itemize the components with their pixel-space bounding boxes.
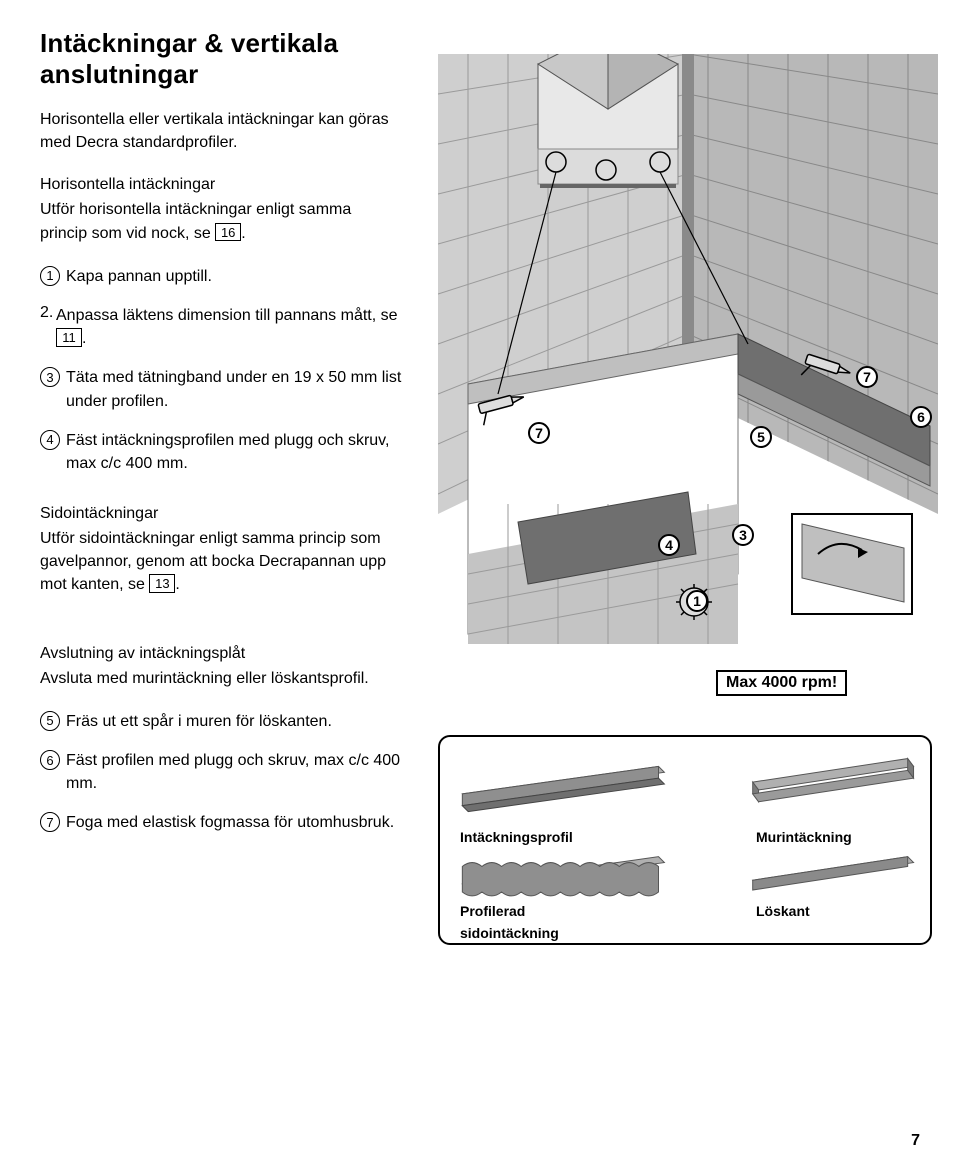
section-2-subhead: Sidointäckningar [40, 505, 470, 523]
callout-7a: 7 [528, 422, 550, 444]
step-6-text: Fäst profilen med plugg och skruv, max c… [66, 749, 420, 795]
section-3-subhead: Avslutning av intäckningsplåt [40, 645, 470, 663]
callout-1: 1 [686, 590, 708, 612]
step-marker-1: 1 [40, 266, 60, 286]
callout-5: 5 [750, 426, 772, 448]
step-marker-4: 4 [40, 430, 60, 450]
page-title: Intäckningar & vertikala anslutningar [40, 28, 470, 90]
step-2: 2. Anpassa läktens dimension till pannan… [40, 304, 420, 350]
step-5-text: Fräs ut ett spår i muren för löskanten. [66, 710, 332, 733]
label-loskant: Löskant [756, 903, 810, 919]
profiles-legend: Intäckningsprofil Murintäckning Profiler… [438, 735, 932, 945]
section-2-para-after: . [175, 576, 179, 593]
step-5: 5 Fräs ut ett spår i muren för löskanten… [40, 710, 420, 733]
callout-4: 4 [658, 534, 680, 556]
section-3-para: Avsluta med murintäckning eller löskants… [40, 667, 400, 690]
section-1-para: Utför horisontella intäckningar enligt s… [40, 198, 400, 244]
step-1-text: Kapa pannan upptill. [66, 265, 212, 288]
step-marker-3: 3 [40, 367, 60, 387]
step-4-text: Fäst intäckningsprofilen med plugg och s… [66, 429, 420, 475]
box-ref-13: 13 [149, 574, 175, 593]
step-1: 1 Kapa pannan upptill. [40, 265, 420, 288]
callout-7b: 7 [856, 366, 878, 388]
step-3: 3 Täta med tätningband under en 19 x 50 … [40, 366, 420, 412]
page-number: 7 [911, 1132, 920, 1150]
section-1-subhead: Horisontella intäckningar [40, 176, 470, 194]
step-7: 7 Foga med elastisk fogmassa för utomhus… [40, 811, 420, 834]
step-marker-7: 7 [40, 812, 60, 832]
callout-3: 3 [732, 524, 754, 546]
section-1-para-text: Utför horisontella intäckningar enligt s… [40, 201, 351, 241]
box-ref-16: 16 [215, 223, 241, 242]
section-2-para-text: Utför sidointäckningar enligt samma prin… [40, 530, 386, 593]
step-2-body: Anpassa läktens dimension till pannans m… [56, 304, 414, 350]
box-ref-11: 11 [56, 328, 82, 347]
label-profilerad: Profilerad [460, 903, 525, 919]
step-2-after: . [82, 330, 86, 347]
label-intackningsprofil: Intäckningsprofil [460, 829, 573, 845]
label-sidointackning: sidointäckning [460, 925, 559, 941]
label-murintackning: Murintäckning [756, 829, 852, 845]
callout-6: 6 [910, 406, 932, 428]
main-illustration: 7 5 7 6 4 3 1 [438, 54, 938, 644]
intro-text: Horisontella eller vertikala intäckninga… [40, 108, 400, 154]
step-2-text: Anpassa läktens dimension till pannans m… [56, 307, 398, 324]
step-4: 4 Fäst intäckningsprofilen med plugg och… [40, 429, 420, 475]
section-2-para: Utför sidointäckningar enligt samma prin… [40, 527, 400, 597]
step-7-text: Foga med elastisk fogmassa för utomhusbr… [66, 811, 394, 834]
rpm-warning: Max 4000 rpm! [716, 670, 847, 696]
step-3-text: Täta med tätningband under en 19 x 50 mm… [66, 366, 420, 412]
step-6: 6 Fäst profilen med plugg och skruv, max… [40, 749, 420, 795]
step-marker-5: 5 [40, 711, 60, 731]
step-marker-6: 6 [40, 750, 60, 770]
section-1-para-after: . [241, 225, 245, 242]
